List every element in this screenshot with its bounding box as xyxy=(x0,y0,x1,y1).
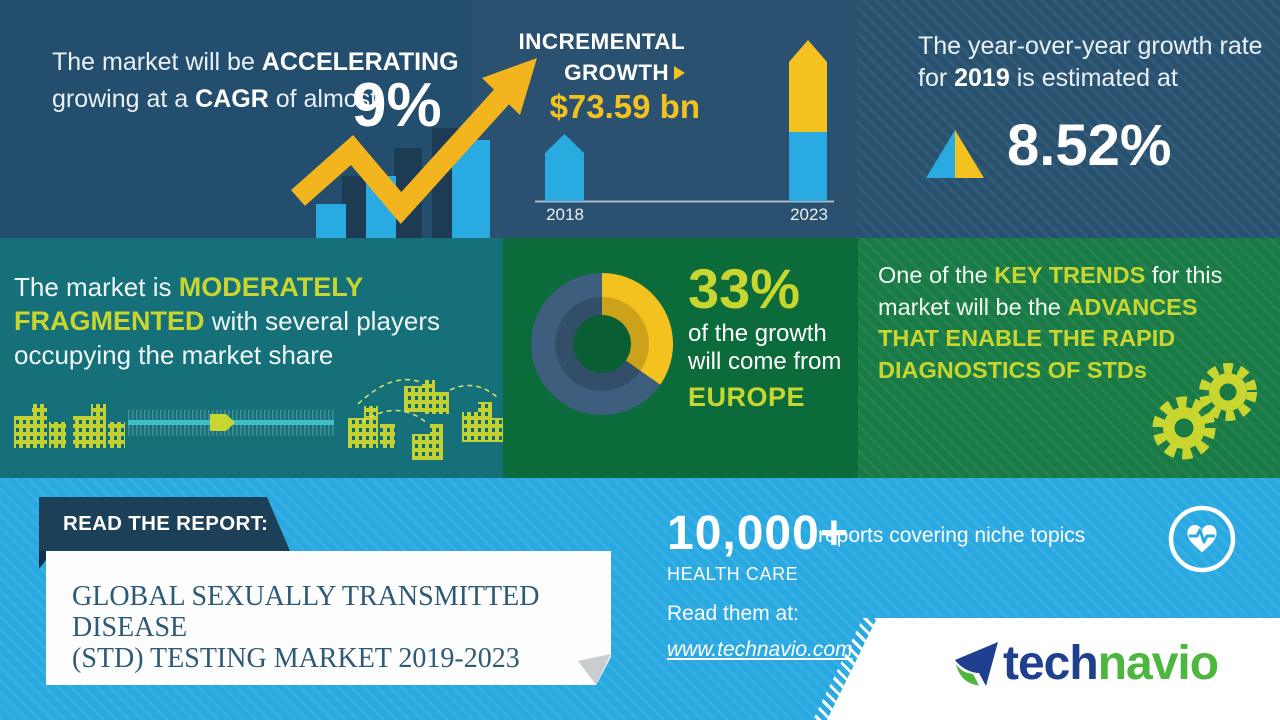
building-cluster-left-1 xyxy=(14,404,66,448)
europe-statement: 33% of the growth will come from EUROPE xyxy=(688,257,842,413)
building-cluster-left-2 xyxy=(73,404,125,448)
building-cluster-right-3 xyxy=(412,424,443,460)
reports-count: 10,000+ xyxy=(667,507,849,560)
panel-key-trends: One of the KEY TRENDS for this market wi… xyxy=(858,238,1280,478)
accelerating-text: ACCELERATING xyxy=(261,48,459,76)
cagr-value: 9% xyxy=(352,71,442,140)
buildings-graphic xyxy=(14,378,503,460)
industry-label: HEALTH CARE xyxy=(667,564,799,584)
network-arcs xyxy=(357,378,499,425)
fragmentation-statement: The market is MODERATELY FRAGMENTED with… xyxy=(14,272,441,370)
gears-icon xyxy=(1152,363,1257,460)
axis-label-2023: 2023 xyxy=(790,205,828,224)
reports-caption: reports covering niche topics xyxy=(818,524,1086,547)
axis-label-2018: 2018 xyxy=(546,205,584,224)
logo-navio-text: navio xyxy=(1097,637,1219,690)
panel-footer: READ THE REPORT: GLOBAL SEXUALLY TRANSMI… xyxy=(0,478,1280,720)
heart-pulse-icon xyxy=(1168,505,1236,573)
panel-fragmentation: The market is MODERATELY FRAGMENTED with… xyxy=(0,238,503,478)
moderately-fragmented-text: MODERATELY FRAGMENTED xyxy=(14,272,363,336)
panel-cagr: The market will be ACCELERATING growing … xyxy=(0,0,472,238)
cagr-line1: The market will be ACCELERATING xyxy=(52,48,459,76)
incremental-growth-label: INCREMENTAL GROWTH xyxy=(518,29,685,85)
building-cluster-right-1 xyxy=(348,406,395,448)
building-cluster-right-4 xyxy=(462,402,503,442)
logo-panel: technavio xyxy=(827,618,1280,720)
europe-label: EUROPE xyxy=(688,382,806,412)
cagr-text: CAGR xyxy=(195,85,269,113)
read-report-banner: READ THE REPORT: xyxy=(39,497,290,551)
panel-europe-growth: 33% of the growth will come from EUROPE xyxy=(503,238,858,478)
report-title: GLOBAL SEXUALLY TRANSMITTED DISEASE (STD… xyxy=(72,581,540,674)
europe-share-value: 33% xyxy=(688,257,801,320)
logo-tech-text: tech xyxy=(1003,637,1099,690)
bar-2023-incremental xyxy=(789,40,827,132)
bar-2018 xyxy=(545,134,584,201)
trend-text: ADVANCES THAT ENABLE THE RAPID DIAGNOSTI… xyxy=(878,293,1198,383)
gear-large xyxy=(1152,396,1216,460)
incremental-growth-value: $73.59 bn xyxy=(549,88,700,125)
yoy-statement: The year-over-year growth rate for 2019 … xyxy=(918,32,1263,92)
building-cluster-right-2 xyxy=(404,380,449,414)
bar-2023-base xyxy=(789,132,827,201)
panel-yoy-growth: The year-over-year growth rate for 2019 … xyxy=(857,0,1280,238)
panel-incremental-growth: INCREMENTAL GROWTH $73.59 bn 2018 2023 xyxy=(472,0,857,238)
growth-triangle-icon xyxy=(926,130,984,178)
read-report-label: READ THE REPORT xyxy=(63,512,262,535)
technavio-logo: technavio xyxy=(952,637,1219,690)
gear-small xyxy=(1199,363,1257,421)
year-2019-text: 2019 xyxy=(954,64,1010,92)
donut-chart xyxy=(531,273,673,415)
key-trends-statement: One of the KEY TRENDS for this market wi… xyxy=(878,262,1223,383)
technavio-url-link[interactable]: www.technavio.com xyxy=(667,638,853,661)
technavio-arrow-icon xyxy=(955,642,998,686)
read-them-at-label: Read them at: xyxy=(667,602,799,625)
key-trends-text: KEY TRENDS xyxy=(994,262,1146,288)
arrow-right-icon xyxy=(674,66,685,80)
yoy-value: 8.52% xyxy=(1007,113,1172,178)
timeline-arrow-icon xyxy=(210,414,235,431)
report-title-card: GLOBAL SEXUALLY TRANSMITTED DISEASE (STD… xyxy=(46,551,611,685)
donut-slice-europe xyxy=(602,273,673,385)
